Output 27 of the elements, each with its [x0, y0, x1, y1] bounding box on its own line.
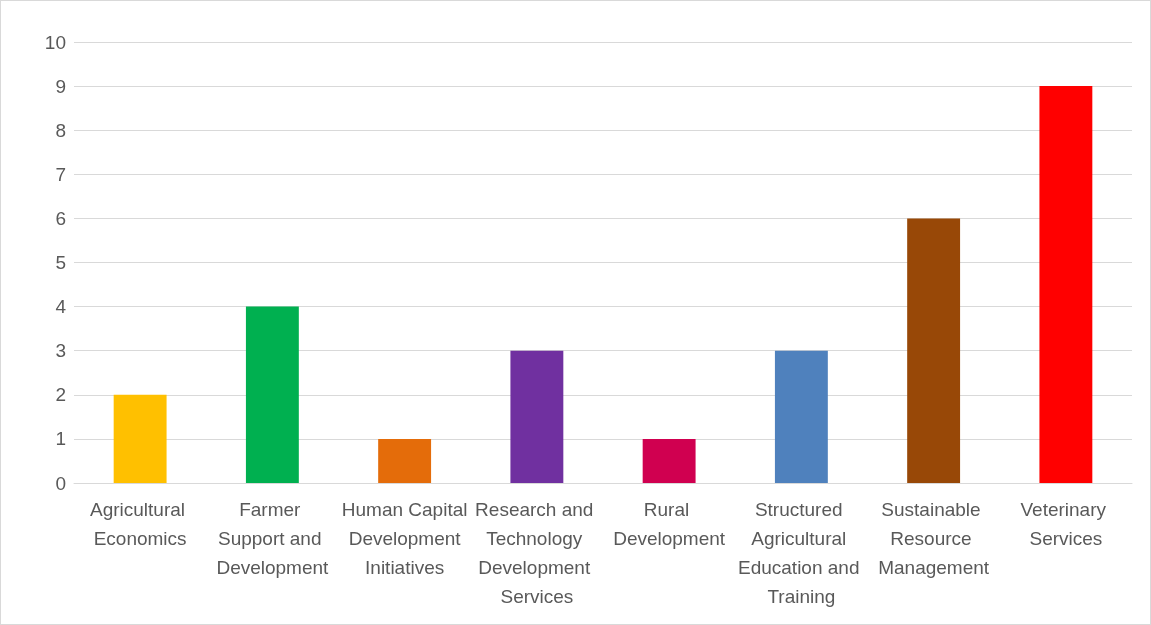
x-tick-label: Sustainable Resource Management [878, 499, 990, 578]
y-tick-label: 3 [55, 340, 66, 362]
bar [510, 350, 564, 483]
x-tick-label: Farmer Support and Development [216, 499, 330, 578]
y-tick-label: 5 [55, 252, 66, 273]
x-tick-label: Structured Agricultural Education and Training [737, 499, 865, 607]
bar [642, 438, 696, 483]
y-tick-label: 1 [55, 428, 66, 450]
y-tick-label: 8 [55, 119, 66, 141]
bar [774, 350, 828, 483]
bar [1039, 86, 1093, 483]
x-tick-label: Veterinary Services [1020, 499, 1112, 549]
y-tick-label: 9 [55, 75, 66, 97]
x-tick-label: Rural Development [613, 499, 726, 549]
x-tick-label: Research and Technology Development Services [475, 499, 599, 607]
y-tick-label: 2 [55, 384, 66, 406]
y-tick-label: 6 [55, 207, 66, 229]
y-tick-label: 0 [55, 472, 66, 494]
bar [907, 218, 961, 483]
bar [113, 394, 167, 483]
x-tick-label: Agricultural Economics [89, 499, 191, 549]
y-tick-label: 7 [55, 163, 66, 185]
y-tick-label: 4 [55, 296, 67, 318]
bar [245, 306, 299, 483]
x-tick-label: Human Capital Development Initiatives [341, 499, 468, 578]
bar [378, 438, 432, 483]
y-tick-label: 10 [44, 31, 66, 53]
